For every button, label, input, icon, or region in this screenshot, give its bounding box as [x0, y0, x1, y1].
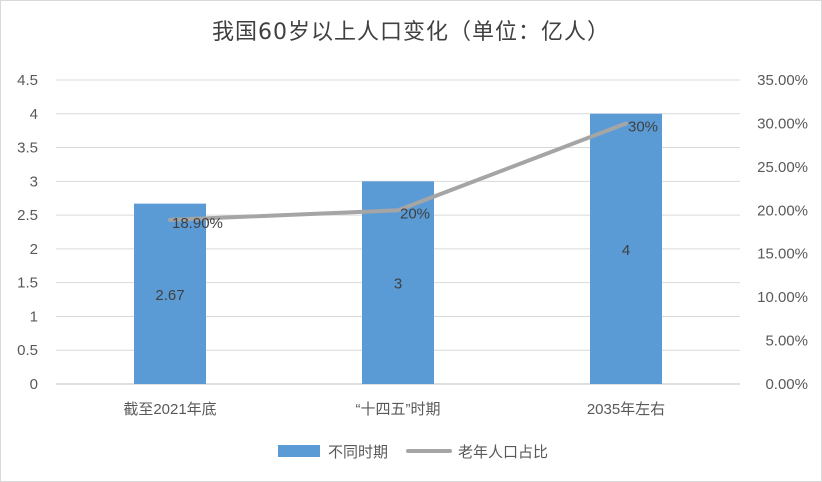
left-tick-label: 0	[30, 376, 38, 393]
left-tick-label: 0.5	[17, 342, 38, 359]
right-tick-label: 35.00%	[757, 72, 808, 89]
right-tick-label: 5.00%	[765, 333, 808, 350]
legend: 不同时期 老年人口占比	[278, 444, 548, 461]
left-axis-ticks: 0 0.5 1 1.5 2 2.5 3 3.5 4 4.5	[17, 72, 38, 393]
left-tick-label: 3	[30, 173, 38, 190]
bar-data-labels: 2.67 3 4	[155, 242, 630, 304]
category-label: 2035年左右	[587, 401, 665, 418]
line-series	[168, 121, 628, 222]
line-data-labels: 18.90% 20% 30%	[172, 118, 658, 231]
right-tick-label: 0.00%	[765, 376, 808, 393]
category-labels: 截至2021年底 “十四五”时期 2035年左右	[123, 401, 665, 418]
bar-data-label: 2.67	[155, 287, 184, 304]
legend-label: 老年人口占比	[458, 444, 548, 461]
right-tick-label: 15.00%	[757, 246, 808, 263]
right-tick-label: 20.00%	[757, 202, 808, 219]
legend-label: 不同时期	[328, 444, 388, 461]
bar	[590, 113, 662, 385]
right-tick-label: 25.00%	[757, 159, 808, 176]
chart-title: 我国60岁以上人口变化（单位：亿人）	[212, 20, 610, 45]
bar	[134, 203, 206, 384]
line-data-label: 20%	[400, 205, 430, 222]
right-axis-ticks: 0.00% 5.00% 10.00% 15.00% 20.00% 25.00% 30.00%…	[757, 72, 808, 393]
right-tick-label: 30.00%	[757, 115, 808, 132]
category-label: 截至2021年底	[123, 401, 216, 418]
left-tick-label: 2.5	[17, 207, 38, 224]
left-tick-label: 4	[30, 106, 38, 123]
left-tick-label: 1	[30, 308, 38, 325]
line-data-label: 18.90%	[172, 215, 223, 232]
bar-data-label: 3	[394, 276, 402, 293]
left-tick-label: 2	[30, 241, 38, 258]
left-tick-label: 1.5	[17, 275, 38, 292]
left-tick-label: 4.5	[17, 72, 38, 89]
line-data-label: 30%	[628, 118, 658, 135]
line-path	[168, 121, 628, 222]
category-label: “十四五”时期	[356, 401, 441, 418]
bar-series	[134, 113, 662, 385]
bar-data-label: 4	[622, 242, 630, 259]
right-tick-label: 10.00%	[757, 289, 808, 306]
bar	[362, 181, 434, 384]
legend-swatch-bar	[278, 445, 320, 457]
left-tick-label: 3.5	[17, 140, 38, 157]
